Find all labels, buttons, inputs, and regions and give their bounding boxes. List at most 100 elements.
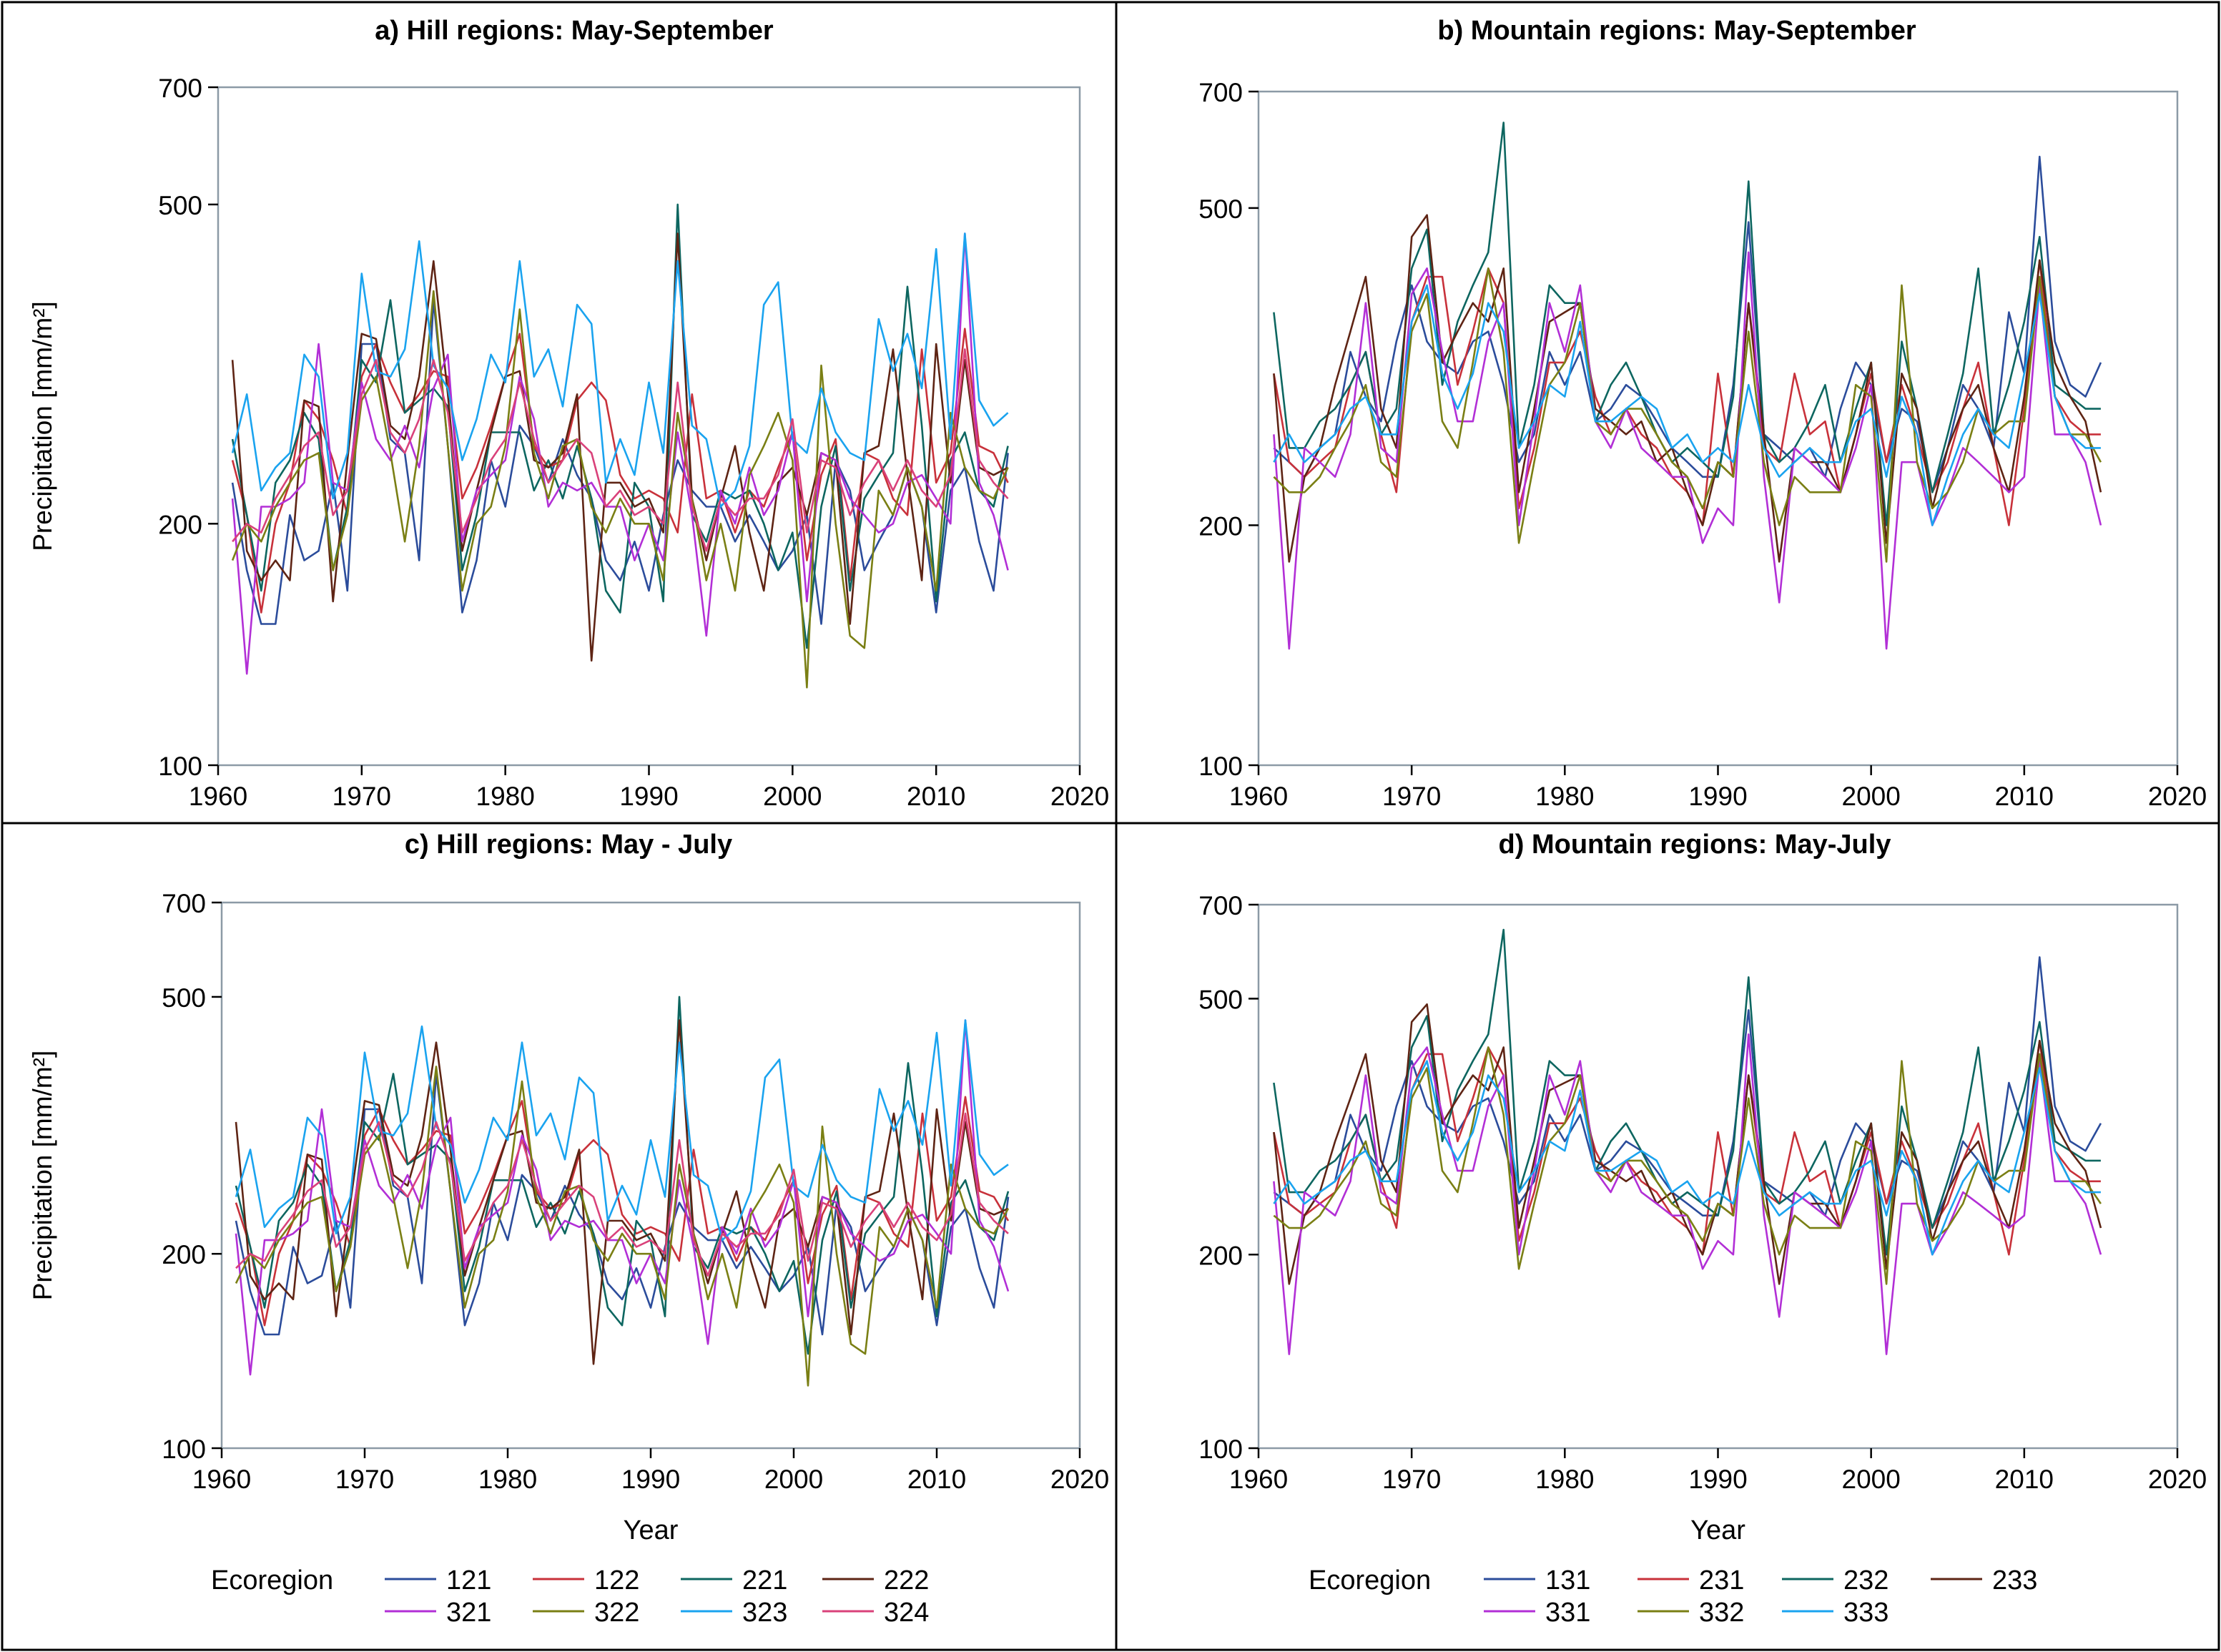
x-tick-label: 1990 — [1688, 782, 1747, 811]
series-line-233 — [1273, 214, 2102, 563]
y-tick-label: 700 — [1198, 891, 1243, 920]
legend-label: 221 — [742, 1565, 787, 1596]
x-tick-label: 2020 — [1050, 1465, 1109, 1494]
legend-item-232: 232 — [1782, 1565, 1888, 1596]
series-line-131 — [1273, 956, 2102, 1229]
x-tick-label: 1960 — [189, 782, 247, 811]
x-axis-label: Year — [624, 1515, 679, 1545]
series-line-121 — [235, 1073, 1010, 1336]
x-tick-label: 1970 — [335, 1465, 394, 1494]
series-line-332 — [1273, 1046, 2102, 1285]
series-line-333 — [1273, 1060, 2101, 1256]
y-tick-label: 100 — [1198, 1435, 1243, 1464]
y-tick-label: 500 — [1198, 195, 1243, 224]
y-tick-label: 100 — [158, 752, 202, 781]
legend-title: Ecoregion — [1309, 1565, 1431, 1596]
legend-item-322: 322 — [533, 1598, 639, 1628]
y-tick-label: 100 — [1198, 752, 1243, 781]
y-axis-label: Precipitation [mm/m²] — [28, 301, 57, 551]
panel-b: b) Mountain regions: May-September 100 200… — [1198, 16, 2207, 811]
x-tick-label: 2010 — [1995, 1465, 2054, 1494]
series-line-222 — [235, 1019, 1009, 1365]
y-tick-label: 100 — [162, 1435, 206, 1464]
x-axis-label: Year — [1690, 1515, 1745, 1545]
legend-item-121: 121 — [385, 1565, 491, 1596]
series-line-321 — [235, 1019, 1010, 1376]
x-tick-label: 1960 — [1229, 1465, 1288, 1494]
x-tick-label: 1980 — [1535, 782, 1594, 811]
legend-label: 121 — [446, 1565, 491, 1596]
x-tick-label: 2010 — [907, 1465, 966, 1494]
legend-label: 131 — [1545, 1565, 1590, 1596]
panel-b-series — [1273, 122, 2102, 650]
legend-item-231: 231 — [1638, 1565, 1744, 1596]
legend-item-321: 321 — [385, 1598, 491, 1628]
x-tick-label: 1970 — [1382, 1465, 1441, 1494]
legend-label: 321 — [446, 1598, 491, 1628]
series-line-332 — [1273, 267, 2102, 563]
y-tick-label: 500 — [162, 983, 206, 1013]
panel-d: d) Mountain regions: May-July 100 200 500 70… — [1198, 830, 2207, 1545]
legend-label: 322 — [594, 1598, 639, 1628]
panel-c-series — [235, 995, 1010, 1387]
x-tick-label: 1960 — [192, 1465, 251, 1494]
y-tick-label: 500 — [158, 191, 202, 220]
x-tick-label: 1980 — [1535, 1465, 1594, 1494]
legend-label: 323 — [742, 1598, 787, 1628]
y-tick-label: 500 — [1198, 985, 1243, 1014]
series-line-222 — [231, 232, 1009, 662]
y-tick-label: 200 — [1198, 1241, 1243, 1270]
panel-c-title: c) Hill regions: May - July — [405, 830, 732, 860]
legend-item-221: 221 — [681, 1565, 787, 1596]
legend-item-331: 331 — [1484, 1598, 1590, 1628]
panel-b-title: b) Mountain regions: May-September — [1437, 16, 1916, 46]
y-tick-label: 700 — [162, 889, 206, 918]
y-tick-label: 200 — [162, 1240, 206, 1269]
x-tick-label: 2000 — [764, 1465, 823, 1494]
x-tick-label: 2020 — [1050, 782, 1109, 811]
x-tick-label: 1970 — [1382, 782, 1441, 811]
legend-label: 333 — [1843, 1598, 1888, 1628]
legend-item-131: 131 — [1484, 1565, 1590, 1596]
x-tick-label: 1970 — [333, 782, 391, 811]
x-tick-label: 2000 — [1842, 1465, 1901, 1494]
legend-label: 231 — [1699, 1565, 1744, 1596]
panel-a-series — [231, 203, 1009, 689]
legend-item-233: 233 — [1931, 1565, 2037, 1596]
legend-item-333: 333 — [1782, 1598, 1888, 1628]
panel-a-title: a) Hill regions: May-September — [375, 16, 774, 46]
x-tick-label: 1990 — [1688, 1465, 1747, 1494]
legend-item-222: 222 — [822, 1565, 929, 1596]
panels-layer: a) Hill regions: May-September 100 200 500 7… — [28, 16, 2207, 1545]
x-tick-label: 1960 — [1229, 782, 1288, 811]
x-tick-label: 1990 — [621, 1465, 680, 1494]
legend-label: 332 — [1699, 1598, 1744, 1628]
legend-label: 232 — [1843, 1565, 1888, 1596]
y-tick-label: 200 — [158, 510, 202, 539]
series-line-131 — [1273, 155, 2102, 493]
legend-label: 233 — [1992, 1565, 2037, 1596]
series-line-324 — [235, 1112, 1009, 1277]
x-tick-label: 2000 — [763, 782, 822, 811]
series-line-121 — [231, 299, 1009, 625]
x-tick-label: 2020 — [2148, 782, 2207, 811]
panel-d-series — [1273, 928, 2102, 1355]
series-line-221 — [235, 995, 1010, 1355]
panel-d-title: d) Mountain regions: May-July — [1499, 830, 1891, 860]
y-tick-label: 700 — [1198, 78, 1243, 107]
x-tick-label: 1980 — [478, 1465, 537, 1494]
series-line-333 — [1273, 284, 2101, 526]
legend-mountain: Ecoregion 131 231 232 233 331 332 333 — [1309, 1565, 2037, 1628]
series-line-232 — [1273, 122, 2101, 526]
legend-label: 222 — [884, 1565, 929, 1596]
x-tick-label: 1980 — [476, 782, 535, 811]
legend-item-323: 323 — [681, 1598, 787, 1628]
y-axis-label: Precipitation [mm/m²] — [28, 1051, 57, 1301]
x-tick-label: 1990 — [619, 782, 678, 811]
legend-item-332: 332 — [1638, 1598, 1744, 1628]
x-tick-label: 2010 — [1995, 782, 2054, 811]
panel-c: c) Hill regions: May - July 100 200 500 700 1… — [28, 830, 1109, 1545]
series-line-323 — [231, 232, 1009, 508]
